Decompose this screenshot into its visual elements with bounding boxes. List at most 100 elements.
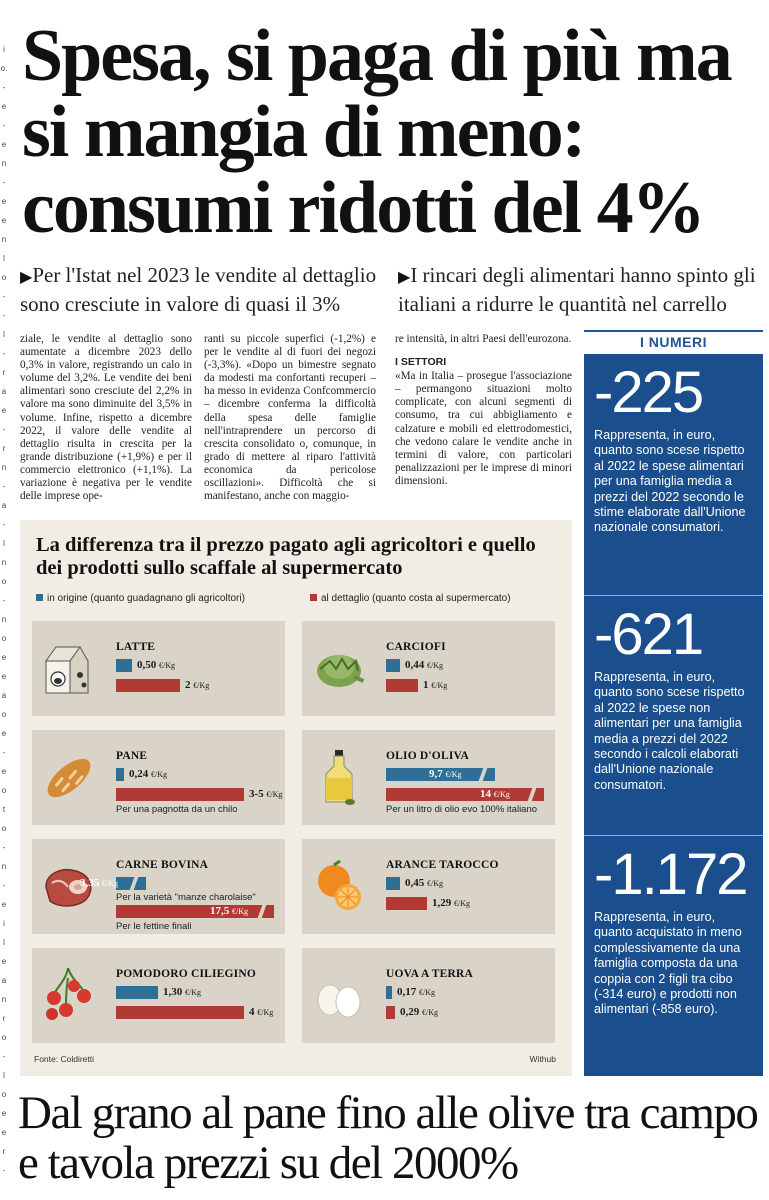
arrow-right-icon: ▶ [398,269,411,286]
gutter-fragment: e [1,957,7,966]
gutter-fragment: - [2,482,6,491]
product-card: LATTE 0,50 €/Kg 2 €/Kg [32,621,285,716]
gutter-fragment: - [2,121,6,130]
gutter-fragment: o [1,786,7,795]
body-column-2: ranti su piccole superfici (-1,2%) e per… [204,333,376,503]
data-label: 3-5 €/Kg [249,788,283,800]
product-card: ARANCE TAROCCO 0,45 €/Kg 1,29 €/Kg [302,839,555,934]
gutter-fragment: e [1,102,7,111]
stat-value: -225 [594,360,704,425]
axis-break-mark [129,876,139,891]
gutter-fragment: - [2,1166,6,1175]
gutter-fragment: n [1,463,7,472]
stat-description: Rappresenta, in euro, quanto acquistato … [594,910,742,1017]
body-column-3: re intensità, in altri Paesi dell'eurozo… [395,333,572,488]
gutter-fragment: - [2,748,6,757]
gutter-fragment: - [2,349,6,358]
sidebar-numbers: -225 Rappresenta, in euro, quanto sono s… [584,354,763,1076]
bar-origin [386,877,400,890]
data-label: 2 €/Kg [185,679,210,691]
data-label: 1,30 €/Kg [163,986,201,998]
price-infographic: La differenza tra il prezzo pagato agli … [20,520,572,1076]
infographic-title: La differenza tra il prezzo pagato agli … [36,534,536,579]
gutter-fragment: l [3,539,5,548]
gutter-fragment: r [2,1014,6,1023]
gutter-fragment: e [1,140,7,149]
bar-note-retail: Per un litro di olio evo 100% italiano [386,804,538,815]
gutter-fragment: o [1,1033,7,1042]
unit-label: €/Kg [493,790,510,799]
unit-label: €/Kg [102,879,118,888]
body-column-3-intro: re intensità, in altri Paesi dell'eurozo… [395,333,572,345]
product-card: UOVA A TERRA 0,17 €/Kg 0,29 €/Kg [302,948,555,1043]
gutter-fragment: - [2,311,6,320]
gutter-fragment: e [1,406,7,415]
bar-origin [116,986,158,999]
unit-label: €/Kg [454,899,470,908]
product-name: UOVA A TERRA [386,968,473,980]
sidebar-stat: -621 Rappresenta, in euro, quanto sono s… [584,604,763,836]
gutter-fragment: - [2,292,6,301]
gutter-fragment: n [1,995,7,1004]
bar-note-retail: Per una pagnotta da un chilo [116,804,238,815]
gutter-fragment: e [1,216,7,225]
unit-label: €/Kg [159,661,175,670]
bar-retail [116,679,180,692]
stat-description: Rappresenta, in euro, quanto sono scese … [594,670,745,792]
gutter-fragment: o. [0,64,8,73]
unit-label: €/Kg [431,681,448,690]
gutter-fragment: e [1,1128,7,1137]
legend-item-retail: al dettaglio (quanto costa al supermerca… [310,593,511,604]
data-label: 9,7 €/Kg [429,768,462,780]
bar-retail [116,904,274,919]
gutter-fragment: e [1,767,7,776]
product-name: CARCIOFI [386,641,446,653]
deck-right: ▶I rincari degli alimentari hanno spinto… [398,262,768,318]
unit-label: €/Kg [257,1008,274,1017]
legend-label-origin: in origine (quanto guadagnano gli agrico… [47,593,245,604]
axis-break-mark [527,787,537,802]
legend-label-retail: al dettaglio (quanto costa al supermerca… [321,593,511,604]
milk-carton-icon [40,639,98,697]
graphic-credit: Withub [529,1054,556,1064]
gutter-fragment: n [1,159,7,168]
gutter-fragment: - [2,596,6,605]
gutter-fragment: r [2,1147,6,1156]
product-card: CARNE BOVINA 3,35 €/Kg 17,5 €/Kg Per la var… [32,839,285,934]
gutter-fragment: n [1,235,7,244]
gutter-fragment: a [1,691,7,700]
gutter-fragment: e [1,1109,7,1118]
gutter-fragment: o [1,577,7,586]
data-label: 0,44 €/Kg [405,659,443,671]
data-label: 0,45 €/Kg [405,877,443,889]
bar-retail [116,1006,244,1019]
gutter-fragment: i [3,919,5,928]
deck-right-text: I rincari degli alimentari hanno spinto … [398,263,756,316]
bar-retail [386,897,427,910]
bar-note-retail: Per le fettine finali [116,921,192,932]
artichoke-icon [310,639,368,697]
data-label: 4 €/Kg [249,1006,274,1018]
gutter-fragment: o [1,273,7,282]
gutter-fragment: e [1,653,7,662]
bottom-headline: Dal grano al pane fino alle olive tra ca… [18,1087,759,1189]
data-label: 0,24 €/Kg [129,768,167,780]
gutter-fragment: - [2,520,6,529]
data-label: 3,35 €/Kg [80,877,118,889]
gutter-fragment: o [1,1090,7,1099]
data-label: 14 €/Kg [480,788,510,800]
product-card: PANE 0,24 €/Kg 3-5 €/Kg Per una pagnotta da… [32,730,285,825]
gutter-fragment: r [2,368,6,377]
bar-retail [386,679,418,692]
gutter-fragment: a [1,501,7,510]
product-card: CARCIOFI 0,44 €/Kg 1 €/Kg [302,621,555,716]
unit-label: €/Kg [427,879,443,888]
gutter-fragment: e [1,900,7,909]
product-card: OLIO D'OLIVA 9,7 €/Kg 14 €/Kg Per un litro … [302,730,555,825]
unit-label: €/Kg [193,681,210,690]
gutter-fragment: - [2,843,6,852]
gutter-fragment: a [1,976,7,985]
gutter-fragment: e [1,672,7,681]
gutter-fragment: t [2,805,6,814]
bar-origin [116,876,146,891]
